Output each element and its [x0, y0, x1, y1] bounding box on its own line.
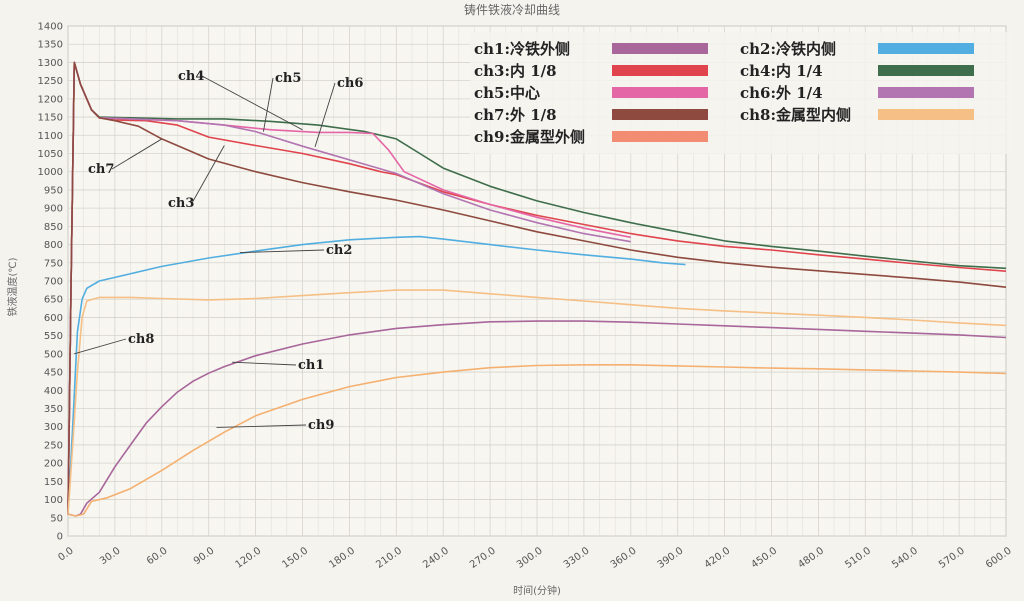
- legend-swatch: [878, 65, 974, 76]
- x-axis-label: 时间(分钟): [513, 584, 561, 597]
- y-tick-label: 100: [44, 495, 63, 506]
- callout-leader-ch6: [314, 82, 336, 148]
- legend-label: ch9:金属型外侧: [474, 128, 585, 146]
- y-tick-label: 250: [44, 440, 63, 451]
- y-axis-ticks: 0 50 100 150 200 250 300 350 400 450 500 550 600 650 7…: [38, 22, 63, 543]
- y-tick-label: 450: [44, 368, 63, 379]
- y-tick-label: 1150: [38, 113, 63, 124]
- chart-title: 铸件铁液冷却曲线: [464, 2, 560, 17]
- callout-label-ch8: ch8: [128, 332, 154, 347]
- legend-label: ch4:内 1/4: [740, 62, 823, 80]
- legend-swatch: [878, 43, 974, 54]
- legend-label: ch5:中心: [474, 84, 540, 102]
- y-axis-label: 铁液温度(℃): [6, 257, 19, 316]
- legend-label: ch3:内 1/8: [474, 62, 557, 80]
- y-tick-label: 700: [44, 277, 63, 288]
- callout-label-ch4: ch4: [178, 69, 204, 84]
- y-tick-label: 1300: [38, 58, 63, 69]
- legend-label: ch2:冷铁内侧: [740, 40, 836, 58]
- y-tick-label: 550: [44, 331, 63, 342]
- legend-swatch: [878, 87, 974, 98]
- callout-label-ch3: ch3: [168, 196, 194, 211]
- legend-label: ch1:冷铁外侧: [474, 40, 570, 58]
- callout-leader-ch5: [262, 77, 274, 132]
- legend: ch1:冷铁外侧 ch2:冷铁内侧 ch3:内 1/8 ch4:内 1/4 ch5:中心…: [470, 32, 1010, 154]
- legend-swatch: [612, 87, 708, 98]
- legend-label: ch7:外 1/8: [474, 106, 557, 124]
- legend-swatch: [612, 43, 708, 54]
- y-tick-label: 600: [44, 313, 63, 324]
- y-tick-label: 50: [50, 513, 63, 524]
- callout-label-ch6: ch6: [337, 76, 363, 91]
- series-line-ch2: [67, 235, 686, 515]
- callout-label-ch1: ch1: [298, 358, 324, 373]
- legend-label: ch8:金属型内侧: [740, 106, 851, 124]
- series-line-ch7: [67, 61, 1007, 515]
- y-tick-label: 300: [44, 422, 63, 433]
- callout-leader-ch1: [232, 361, 297, 366]
- y-tick-label: 800: [44, 240, 63, 251]
- callout-label-ch2: ch2: [326, 243, 352, 258]
- legend-swatch: [612, 131, 708, 142]
- callout-leader-ch2: [239, 249, 325, 254]
- y-tick-label: 1000: [38, 167, 63, 178]
- legend-label: ch6:外 1/4: [740, 84, 823, 102]
- callout-leader-ch9: [216, 424, 307, 428]
- y-tick-label: 1250: [38, 76, 63, 87]
- y-tick-label: 0: [57, 532, 63, 543]
- series-lines: [67, 61, 1007, 517]
- y-tick-label: 900: [44, 204, 63, 215]
- callout-leader-ch3: [191, 145, 225, 204]
- y-tick-label: 150: [44, 477, 63, 488]
- callout-labels: ch4 ch5 ch6 ch7 ch3 ch2 ch8 ch1 ch9: [74, 69, 363, 433]
- callout-label-ch5: ch5: [275, 71, 301, 86]
- callout-label-ch7: ch7: [88, 162, 114, 177]
- y-tick-label: 750: [44, 258, 63, 269]
- y-tick-label: 950: [44, 185, 63, 196]
- legend-swatch: [878, 109, 974, 120]
- callout-leader-ch8: [74, 338, 127, 355]
- series-line-ch1: [67, 320, 1007, 517]
- legend-swatch: [612, 65, 708, 76]
- legend-swatch: [612, 109, 708, 120]
- series-line-ch9: [67, 364, 1007, 517]
- y-tick-label: 1100: [38, 131, 63, 142]
- y-tick-label: 1400: [38, 22, 63, 33]
- y-tick-label: 500: [44, 349, 63, 360]
- y-tick-label: 1350: [38, 40, 63, 51]
- callout-label-ch9: ch9: [308, 418, 334, 433]
- callout-leader-ch7: [111, 138, 163, 170]
- y-tick-label: 650: [44, 295, 63, 306]
- y-tick-label: 350: [44, 404, 63, 415]
- y-tick-label: 1050: [38, 149, 63, 160]
- y-tick-label: 200: [44, 459, 63, 470]
- series-line-ch8: [67, 289, 1007, 515]
- y-tick-label: 400: [44, 386, 63, 397]
- y-tick-label: 850: [44, 222, 63, 233]
- callout-leader-ch4: [201, 75, 303, 131]
- y-tick-label: 1200: [38, 94, 63, 105]
